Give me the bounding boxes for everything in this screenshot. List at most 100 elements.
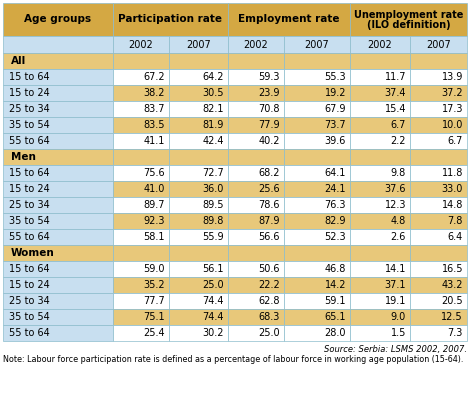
Text: 15 to 64: 15 to 64 [9,264,50,274]
Bar [3,69,113,85]
Bar [169,261,228,277]
Text: 78.6: 78.6 [258,200,280,210]
Text: 74.4: 74.4 [202,312,224,322]
Bar [113,261,169,277]
Bar [228,293,284,309]
Text: 25.0: 25.0 [258,328,280,338]
Bar [350,213,410,229]
Bar [169,229,228,245]
Text: 55 to 64: 55 to 64 [9,328,50,338]
Text: 55.9: 55.9 [202,232,224,242]
Bar [113,3,228,36]
Bar [350,325,410,341]
Text: 2002: 2002 [244,40,268,49]
Bar [169,165,228,181]
Text: 9.8: 9.8 [391,168,406,178]
Bar [3,293,113,309]
Text: 55 to 64: 55 to 64 [9,232,50,242]
Text: 37.4: 37.4 [384,88,406,98]
Bar [169,53,228,69]
Text: 35.2: 35.2 [143,280,165,290]
Bar [113,117,169,133]
Bar [410,133,467,149]
Bar [3,53,113,69]
Bar [228,229,284,245]
Text: 20.5: 20.5 [441,296,463,306]
Bar [410,277,467,293]
Bar [350,117,410,133]
Bar [350,245,410,261]
Text: 36.0: 36.0 [202,184,224,194]
Bar [410,325,467,341]
Bar [284,277,350,293]
Bar [3,197,113,213]
Bar [113,293,169,309]
Bar [228,309,284,325]
Bar [3,213,113,229]
Bar [3,261,113,277]
Text: 82.9: 82.9 [325,216,346,226]
Bar [169,117,228,133]
Text: (ILO definition): (ILO definition) [367,20,450,30]
Text: 89.7: 89.7 [144,200,165,210]
Bar [284,325,350,341]
Bar [228,85,284,101]
Bar [410,181,467,197]
Bar [350,36,410,53]
Bar [169,149,228,165]
Text: Source: Serbia: LSMS 2002, 2007.: Source: Serbia: LSMS 2002, 2007. [324,345,467,354]
Bar [3,85,113,101]
Text: 75.6: 75.6 [143,168,165,178]
Text: 62.8: 62.8 [258,296,280,306]
Text: 25 to 34: 25 to 34 [9,200,50,210]
Text: 67.2: 67.2 [143,72,165,82]
Text: 15 to 24: 15 to 24 [9,280,50,290]
Bar [3,101,113,117]
Text: 56.6: 56.6 [258,232,280,242]
Text: 65.1: 65.1 [325,312,346,322]
Bar [350,261,410,277]
Bar [3,309,113,325]
Text: 77.9: 77.9 [258,120,280,130]
Bar [169,309,228,325]
Text: 64.1: 64.1 [325,168,346,178]
Text: 82.1: 82.1 [202,104,224,114]
Text: Employment rate: Employment rate [238,14,340,24]
Text: 30.5: 30.5 [202,88,224,98]
Bar [410,36,467,53]
Bar [410,309,467,325]
Text: 28.0: 28.0 [325,328,346,338]
Bar [284,181,350,197]
Text: 35 to 54: 35 to 54 [9,216,50,226]
Bar [3,149,113,165]
Bar [3,277,113,293]
Text: 68.2: 68.2 [258,168,280,178]
Bar [113,245,169,261]
Text: 76.3: 76.3 [325,200,346,210]
Text: 83.5: 83.5 [144,120,165,130]
Bar [284,149,350,165]
Text: Men: Men [11,152,36,162]
Bar [169,69,228,85]
Bar [410,245,467,261]
Text: 25 to 34: 25 to 34 [9,104,50,114]
Text: 15 to 64: 15 to 64 [9,168,50,178]
Bar [3,229,113,245]
Text: 15 to 24: 15 to 24 [9,88,50,98]
Bar [113,213,169,229]
Text: 9.0: 9.0 [391,312,406,322]
Bar [410,293,467,309]
Bar [113,69,169,85]
Text: 89.5: 89.5 [202,200,224,210]
Bar [113,165,169,181]
Text: 23.9: 23.9 [258,88,280,98]
Text: 41.0: 41.0 [144,184,165,194]
Bar [3,36,113,53]
Text: 41.1: 41.1 [144,136,165,146]
Text: 25 to 34: 25 to 34 [9,296,50,306]
Bar [410,197,467,213]
Bar [284,36,350,53]
Bar [410,149,467,165]
Text: 37.1: 37.1 [384,280,406,290]
Text: 40.2: 40.2 [258,136,280,146]
